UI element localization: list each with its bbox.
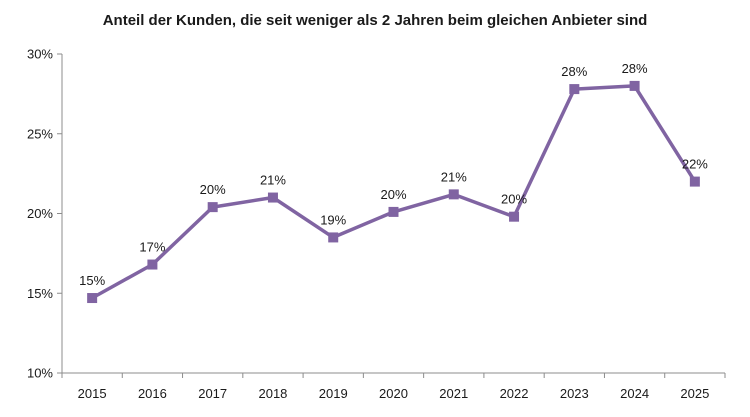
x-tick-label: 2022 — [500, 386, 529, 401]
data-label: 28% — [622, 61, 648, 76]
data-label: 21% — [260, 173, 286, 188]
x-tick-label: 2020 — [379, 386, 408, 401]
data-label: 22% — [682, 157, 708, 172]
data-point-marker — [569, 84, 580, 95]
data-label: 20% — [200, 182, 226, 197]
series-group: 15% 17% 20% 21% 19% 20% 21% 20% 28% 28% 22% — [79, 61, 708, 304]
x-tick-label: 2018 — [258, 386, 287, 401]
data-point-marker — [267, 192, 278, 203]
data-label: 20% — [380, 187, 406, 202]
chart-title: Anteil der Kunden, die seit weniger als … — [102, 12, 648, 29]
y-tick-label: 10% — [27, 366, 53, 381]
x-tick-label: 2023 — [560, 386, 589, 401]
y-tick-label: 30% — [27, 47, 53, 62]
data-label: 21% — [441, 169, 467, 184]
x-tick-label: 2015 — [78, 386, 107, 401]
data-label: 19% — [320, 212, 346, 227]
data-label: 20% — [501, 192, 527, 207]
data-label: 28% — [561, 64, 587, 79]
x-tick-label: 2024 — [620, 386, 649, 401]
x-tick-label: 2025 — [680, 386, 709, 401]
data-point-marker — [87, 293, 98, 304]
data-point-marker — [207, 202, 218, 213]
data-label: 17% — [139, 240, 165, 255]
data-point-marker — [388, 206, 399, 217]
y-tick-label: 25% — [27, 126, 53, 141]
y-axis: 10% 15% 20% 25% 30% — [27, 47, 63, 381]
data-point-marker — [448, 189, 459, 200]
x-tick-label: 2021 — [439, 386, 468, 401]
x-tick-label: 2019 — [319, 386, 348, 401]
data-point-marker — [147, 259, 158, 270]
x-tick-label: 2017 — [198, 386, 227, 401]
data-point-marker — [629, 80, 640, 91]
data-point-marker — [689, 176, 700, 187]
data-label: 15% — [79, 273, 105, 288]
data-point-marker — [509, 211, 520, 222]
y-tick-label: 15% — [27, 286, 53, 301]
x-axis: 2015 2016 2017 2018 2019 2020 2021 2022 2023 2024… — [61, 372, 726, 401]
y-tick-label: 20% — [27, 206, 53, 221]
x-tick-label: 2016 — [138, 386, 167, 401]
data-point-marker — [328, 232, 339, 243]
